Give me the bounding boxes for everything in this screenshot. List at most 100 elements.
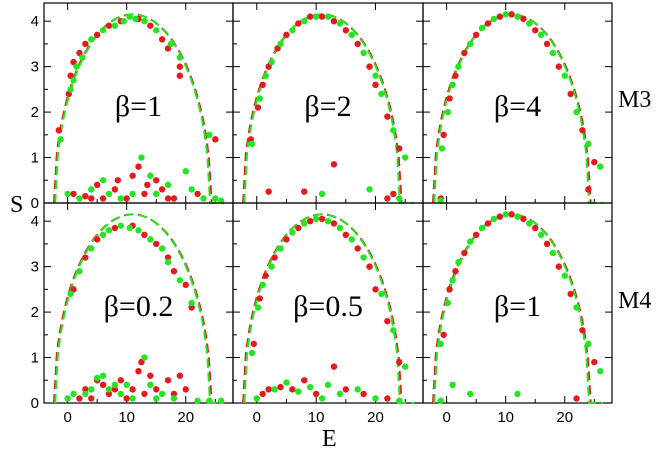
green-point	[585, 340, 592, 348]
green-point	[268, 58, 275, 66]
red-point	[105, 390, 113, 398]
green-point	[153, 27, 160, 34]
green-point	[401, 154, 409, 161]
red-point	[555, 263, 563, 270]
green-point	[348, 236, 355, 243]
green-point	[561, 72, 568, 79]
green-point	[167, 40, 175, 48]
red-point	[496, 213, 503, 220]
green-point	[336, 390, 344, 398]
red-point	[70, 286, 77, 293]
green-point	[561, 272, 568, 279]
green-point	[526, 20, 533, 27]
green-point	[360, 49, 367, 57]
green-point	[141, 17, 148, 25]
green-point	[147, 172, 154, 179]
red-point	[366, 63, 373, 70]
x-tick-label: 0	[63, 409, 71, 426]
red-point	[446, 95, 453, 102]
green-point	[312, 215, 320, 223]
green-point	[176, 54, 184, 61]
red-point	[129, 172, 136, 179]
red-point	[67, 72, 74, 79]
green-point	[514, 213, 521, 220]
red-point	[396, 358, 403, 366]
red-point	[82, 40, 89, 48]
red-point	[70, 58, 77, 66]
red-point	[76, 395, 83, 402]
green-point	[259, 281, 266, 289]
red-point	[591, 358, 598, 366]
green-point	[76, 195, 83, 202]
red-point	[111, 224, 119, 232]
red-point	[384, 395, 391, 402]
green-point	[88, 186, 95, 193]
green-point	[526, 220, 533, 227]
panel-4: 0 1 2 3 4 0 10 20 β=0.2	[31, 202, 234, 426]
y-tick-label: 1	[31, 150, 39, 167]
red-point	[384, 195, 391, 202]
red-point	[182, 281, 189, 289]
red-point	[182, 386, 189, 393]
red-point	[446, 286, 453, 293]
green-point	[206, 131, 213, 139]
red-point	[141, 390, 148, 398]
red-point	[330, 17, 338, 25]
red-point	[585, 186, 592, 193]
green-point	[153, 190, 160, 198]
green-point	[390, 127, 397, 134]
red-point	[147, 372, 154, 379]
red-point	[76, 49, 83, 57]
red-point	[111, 186, 119, 193]
x-tick-label: 20	[556, 409, 573, 426]
green-point	[537, 31, 545, 39]
red-point	[277, 383, 284, 391]
green-point	[248, 349, 256, 357]
red-point	[265, 63, 272, 70]
green-point	[478, 24, 486, 32]
red-point	[579, 327, 586, 334]
panel-1: 0 1 2 3 4 β=1	[31, 2, 234, 212]
green-point	[158, 245, 166, 252]
red-point	[532, 27, 539, 34]
green-point	[126, 224, 133, 232]
x-tick-label: 0	[442, 409, 450, 426]
green-point	[449, 81, 456, 89]
red-point	[543, 240, 551, 248]
red-point	[82, 386, 89, 393]
y-tick-label: 2	[31, 104, 39, 121]
green-point	[138, 154, 145, 161]
red-point	[265, 386, 272, 393]
green-point	[596, 367, 604, 375]
green-point	[129, 190, 136, 198]
red-point	[452, 72, 459, 79]
red-point	[484, 20, 492, 27]
green-point	[217, 197, 225, 204]
green-point	[295, 388, 302, 395]
green-point	[79, 54, 86, 61]
panel-label: β=0.5	[293, 290, 363, 323]
red-point	[520, 215, 527, 223]
red-point	[250, 340, 257, 348]
red-point	[129, 386, 136, 393]
green-point	[73, 63, 80, 70]
red-point	[93, 31, 101, 39]
green-point	[596, 163, 604, 170]
red-point	[170, 390, 178, 398]
green-point	[372, 72, 379, 79]
red-point	[135, 163, 142, 170]
green-point	[170, 395, 178, 402]
red-point	[88, 195, 95, 202]
green-point	[164, 258, 172, 266]
green-point	[64, 190, 71, 198]
green-point	[277, 40, 284, 48]
red-point	[318, 13, 326, 20]
green-point	[348, 31, 355, 39]
red-point	[390, 190, 397, 198]
green-point	[70, 390, 77, 398]
green-point	[455, 63, 462, 70]
red-point	[271, 254, 278, 261]
red-point	[360, 390, 367, 398]
green-point	[396, 397, 403, 404]
